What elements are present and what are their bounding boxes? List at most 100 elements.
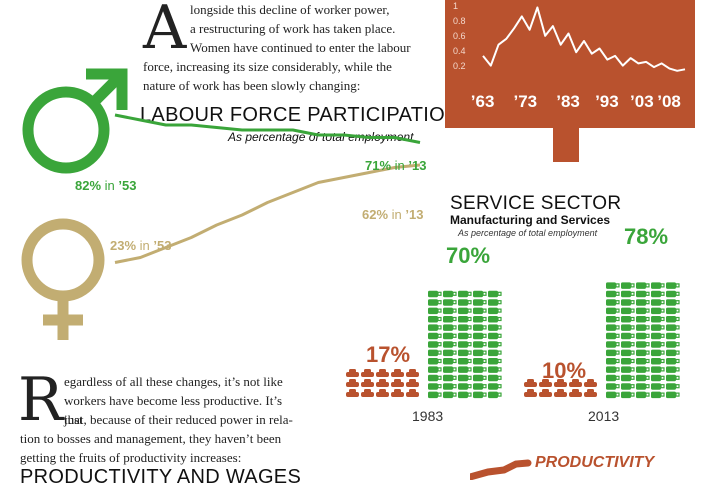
service-cup-icon — [666, 374, 676, 382]
service-cup-icon — [651, 374, 661, 382]
manufacturing-car-icon — [376, 382, 389, 387]
service-cup-icon — [666, 341, 676, 348]
service-cup-handle — [615, 384, 620, 389]
service-cup-handle — [630, 367, 635, 372]
manufacturing-car-icon — [346, 372, 359, 377]
service-cup-handle — [497, 350, 502, 355]
service-cup-icon — [443, 358, 453, 365]
outro-dropcap: R — [18, 365, 64, 435]
service-cup-handle — [660, 342, 665, 347]
service-cup-handle — [452, 375, 457, 380]
service-cup-icon — [651, 391, 661, 399]
service-cup-handle — [645, 350, 650, 355]
service-cup-handle — [615, 392, 620, 397]
intro-line: force, increasing its size considerably,… — [143, 59, 392, 74]
service-cup-icon — [458, 332, 468, 340]
service-cup-handle — [467, 342, 472, 347]
service-cup-handle — [437, 291, 442, 296]
service-cup-handle — [675, 375, 680, 380]
service-cup-handle — [437, 350, 442, 355]
service-cup-handle — [660, 375, 665, 380]
service-cup-handle — [660, 300, 665, 305]
service-cup-icon — [651, 282, 661, 289]
service-cup-icon — [621, 341, 631, 348]
service-cup-icon — [606, 282, 616, 289]
manufacturing-car-roof — [364, 389, 371, 393]
service-cup-icon — [428, 383, 438, 390]
service-cup-icon — [428, 324, 438, 331]
lfp-subtitle: As percentage of total employment — [228, 130, 414, 144]
service-cup-handle — [497, 358, 502, 364]
sign-ytick-label: 0.6 — [453, 31, 466, 42]
service-cup-handle — [615, 375, 620, 380]
manufacturing-car-roof — [409, 379, 416, 383]
service-cup-handle — [630, 283, 635, 288]
service-cup-handle — [660, 308, 665, 313]
service-cup-icon — [443, 290, 453, 298]
manufacturing-car-roof — [349, 389, 356, 393]
outro-paragraph-3: tion to bosses and management, they have… — [20, 429, 330, 467]
service-cup-icon — [636, 332, 646, 340]
manufacturing-car-roof — [542, 379, 549, 383]
service-cup-handle — [630, 300, 635, 305]
service-cup-icon — [488, 324, 498, 331]
intro-dropcap: A — [143, 0, 187, 63]
intro-line: a restructuring of work has taken place. — [190, 21, 396, 36]
service-cup-handle — [467, 358, 472, 364]
service-cup-icon — [621, 324, 631, 331]
service-cup-icon — [488, 307, 498, 315]
service-cup-handle — [660, 325, 665, 330]
service-cup-handle — [467, 350, 472, 355]
manufacturing-2013-label: 10% — [542, 358, 587, 383]
service-cup-handle — [497, 375, 502, 380]
sign-ytick-label: 0.2 — [453, 61, 466, 72]
service-cup-handle — [615, 367, 620, 372]
service-cup-icon — [636, 307, 646, 315]
services-2013-label: 78% — [624, 224, 669, 249]
service-cup-icon — [488, 374, 498, 382]
service-cup-handle — [675, 308, 680, 313]
men-end-label: 71% in ’13 — [365, 158, 426, 173]
manufacturing-car-roof — [572, 379, 579, 383]
service-cup-icon — [621, 290, 631, 298]
service-cup-icon — [443, 383, 453, 390]
service-cup-handle — [675, 367, 680, 372]
women-end-pct: 62% — [362, 207, 389, 222]
manufacturing-car-roof — [587, 389, 594, 393]
service-cup-handle — [645, 291, 650, 296]
women-start-year: ’53 — [153, 238, 172, 253]
manufacturing-car-icon — [391, 382, 404, 387]
service-cup-handle — [660, 316, 665, 322]
service-cup-icon — [651, 332, 661, 340]
sign-xtick-label: ’08 — [657, 92, 681, 111]
service-cup-handle — [482, 291, 487, 296]
service-cup-handle — [482, 342, 487, 347]
service-cup-icon — [621, 366, 631, 373]
service-cup-handle — [675, 291, 680, 296]
service-cup-icon — [606, 316, 616, 323]
intro-paragraph-wide: force, increasing its size considerably,… — [143, 57, 463, 95]
service-cup-handle — [482, 384, 487, 389]
service-cup-icon — [651, 307, 661, 315]
outro-line: workers have become less productive. It’… — [64, 393, 283, 427]
manufacturing-car-icon — [569, 392, 582, 397]
service-cup-icon — [488, 383, 498, 390]
service-cup-icon — [428, 341, 438, 348]
service-cup-handle — [645, 333, 650, 338]
service-cup-icon — [473, 307, 483, 315]
service-cup-handle — [675, 283, 680, 288]
service-cup-handle — [645, 316, 650, 322]
service-cup-handle — [467, 367, 472, 372]
manufacturing-car-icon — [361, 392, 374, 397]
service-cup-icon — [443, 374, 453, 382]
sign-ytick-label: 0.8 — [453, 16, 466, 27]
service-cup-icon — [458, 383, 468, 390]
service-cup-handle — [452, 384, 457, 389]
service-cup-icon — [443, 366, 453, 373]
service-cup-handle — [660, 333, 665, 338]
manufacturing-car-roof — [349, 379, 356, 383]
sign-xtick-label: ’73 — [513, 92, 538, 111]
manufacturing-car-roof — [587, 379, 594, 383]
service-cup-icon — [606, 290, 616, 298]
